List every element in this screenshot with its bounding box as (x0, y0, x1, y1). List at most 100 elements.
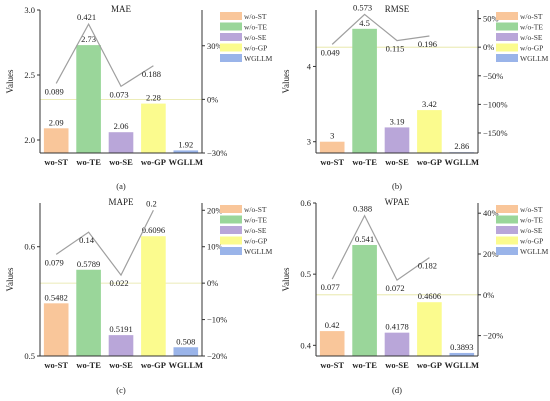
chart-title: RMSE (385, 4, 410, 14)
x-tick-label: WGLLM (445, 360, 479, 370)
x-tick-label: wo-GP (417, 360, 442, 370)
bar-wgllm (449, 352, 475, 356)
bar-wo-te (352, 244, 377, 356)
x-tick-label: WGLLM (169, 157, 203, 167)
y-axis-label: Values (281, 267, 291, 291)
bar-wo-st (43, 128, 69, 153)
legend-entry: WGLLM (244, 54, 273, 63)
legend-entry: w/o-TE (520, 23, 543, 32)
x-tick-label: wo-TE (76, 157, 101, 167)
x-tick-label: wo-SE (109, 157, 133, 167)
x-tick-label: wo-ST (320, 157, 344, 167)
legend-entry: w/o-TE (244, 23, 267, 32)
line-point-label: 0.2 (146, 198, 157, 208)
legend-swatch (220, 215, 242, 224)
bar-value-label: 2.86 (454, 141, 469, 151)
legend-swatch (496, 33, 518, 41)
panel-label: (c) (116, 385, 126, 395)
right-tick-label: −100% (483, 99, 508, 109)
line-point-label: 0.182 (418, 261, 437, 271)
legend-swatch (496, 215, 518, 224)
line-point-label: 0.049 (321, 47, 340, 57)
legend-swatch (496, 12, 518, 20)
line-point-label: 0.573 (353, 2, 372, 12)
legend-entry: WGLLM (244, 247, 273, 256)
legend-entry: w/o-SE (520, 33, 543, 42)
legend-swatch (220, 22, 242, 31)
legend-swatch (220, 236, 242, 245)
growth-line (331, 214, 430, 281)
left-tick-label: 0.6 (24, 242, 35, 252)
bar-value-label: 0.42 (325, 320, 340, 330)
x-tick-label: wo-GP (141, 157, 166, 167)
line-point-label: 0.072 (385, 283, 404, 293)
left-tick-label: 2.5 (24, 70, 35, 80)
bar-wo-gp (141, 103, 166, 153)
chart-title: MAE (111, 4, 132, 14)
right-tick-label: 20% (207, 205, 223, 215)
bar-wgllm (173, 347, 199, 356)
x-tick-label: wo-TE (352, 360, 377, 370)
right-tick-label: 30% (207, 41, 223, 51)
legend-entry: WGLLM (520, 54, 549, 63)
legend-swatch (496, 54, 518, 62)
bar-wo-gp (417, 110, 442, 153)
x-tick-label: wo-TE (352, 157, 377, 167)
legend-entry: WGLLM (520, 247, 549, 256)
growth-line (331, 13, 430, 45)
legend-swatch (496, 43, 518, 52)
right-tick-label: −50% (483, 71, 503, 81)
bar-value-label: 3.42 (422, 99, 437, 109)
bar-wgllm (173, 150, 199, 153)
legend-swatch (496, 22, 518, 31)
bar-wo-st (319, 331, 345, 356)
right-tick-label: −20% (483, 331, 503, 341)
right-tick-label: 0% (483, 42, 494, 52)
right-tick-label: 0% (207, 278, 218, 288)
bar-value-label: 3.19 (390, 116, 405, 126)
line-point-label: 0.022 (109, 278, 128, 288)
bar-value-label: 0.5482 (45, 292, 68, 302)
chart-title: WPAE (385, 197, 410, 207)
legend-swatch (220, 43, 242, 52)
bar-value-label: 0.4178 (385, 322, 408, 332)
bar-value-label: 3 (330, 131, 334, 141)
line-point-label: 0.188 (142, 69, 161, 79)
line-point-label: 0.089 (45, 86, 64, 96)
x-tick-label: wo-ST (320, 360, 344, 370)
line-point-label: 0.388 (353, 204, 372, 214)
line-point-label: 0.196 (418, 39, 437, 49)
panel-label: (b) (392, 181, 402, 191)
legend-swatch (220, 226, 242, 234)
chart-title: MAPE (108, 197, 134, 207)
x-tick-label: wo-SE (109, 360, 133, 370)
bar-wo-se (108, 335, 134, 356)
legend-entry: w/o-ST (244, 12, 267, 21)
bar-value-label: 0.4606 (418, 291, 441, 301)
right-tick-label: −150% (483, 128, 508, 138)
line-point-label: 0.079 (45, 257, 64, 267)
bar-wo-se (384, 332, 410, 356)
legend-swatch (220, 205, 242, 213)
x-tick-label: wo-GP (141, 360, 166, 370)
legend-swatch (496, 247, 518, 255)
legend-swatch (496, 226, 518, 234)
legend-entry: w/o-GP (520, 44, 543, 53)
x-tick-label: wo-ST (44, 157, 68, 167)
legend-entry: w/o-SE (244, 226, 267, 235)
bar-value-label: 0.6096 (142, 225, 165, 235)
right-tick-label: −10% (207, 315, 227, 325)
bar-wo-gp (141, 236, 166, 356)
left-tick-label: 2.0 (24, 135, 35, 145)
legend-entry: w/o-TE (520, 216, 543, 225)
bar-wo-te (76, 45, 101, 153)
legend-swatch (220, 247, 242, 255)
legend-entry: w/o-ST (520, 205, 543, 214)
left-tick-label: 0.4 (300, 340, 311, 350)
x-tick-label: wo-TE (76, 360, 101, 370)
line-point-label: 0.421 (77, 12, 96, 22)
growth-line (55, 22, 154, 88)
line-point-label: 0.073 (109, 89, 128, 99)
legend-entry: w/o-SE (520, 226, 543, 235)
